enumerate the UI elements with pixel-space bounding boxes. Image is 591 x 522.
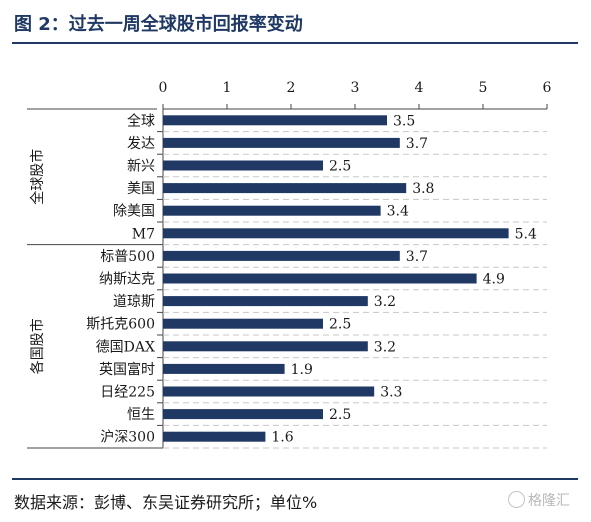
bar-6	[163, 228, 509, 239]
data-label: 1.6	[271, 430, 293, 446]
category-label: 除美国	[113, 204, 155, 220]
group-label: 全球股市	[29, 149, 46, 205]
figure-title: 图 2：过去一周全球股市回报率变动	[14, 14, 303, 35]
category-label: 道琼斯	[113, 294, 155, 310]
bar-3	[163, 160, 323, 171]
category-label: 全球	[127, 112, 155, 129]
bar-1	[163, 115, 387, 126]
title-divider	[12, 42, 578, 44]
data-label: 3.3	[380, 385, 402, 401]
x-tick-label: 3	[351, 80, 360, 96]
bar-4	[163, 183, 407, 194]
data-label: 2.5	[329, 159, 351, 175]
data-label: 3.7	[406, 249, 428, 265]
bar-10	[163, 318, 323, 329]
x-tick-label: 4	[415, 80, 424, 96]
category-label: 发达	[127, 136, 155, 152]
bar-7	[163, 250, 400, 261]
watermark: 格隆汇	[508, 490, 570, 510]
x-tick-label: 2	[287, 80, 296, 96]
category-label: 德国DAX	[96, 339, 155, 355]
data-label: 1.9	[291, 362, 313, 378]
x-tick-label: 5	[479, 80, 488, 96]
category-label: 日经225	[100, 385, 155, 401]
bar-5	[163, 205, 381, 216]
x-tick-label: 6	[543, 80, 552, 96]
category-label: 英国富时	[99, 361, 155, 378]
bar-9	[163, 296, 368, 307]
category-label: 恒生	[127, 407, 155, 423]
bar-13	[163, 386, 375, 397]
data-label: 3.7	[406, 136, 428, 152]
category-label: 沪深300	[100, 430, 155, 446]
bar-14	[163, 409, 323, 420]
watermark-logo-icon	[508, 491, 525, 508]
bar-12	[163, 363, 285, 374]
x-tick-label: 1	[223, 80, 232, 96]
category-label: 美国	[127, 181, 155, 197]
bar-11	[163, 341, 368, 352]
data-label: 5.4	[515, 226, 537, 242]
data-label: 3.2	[374, 294, 396, 310]
source-note: 数据来源：彭博、东吴证券研究所；单位%	[14, 493, 318, 512]
footer-divider	[12, 478, 578, 480]
category-label: 标普500	[100, 249, 155, 265]
bar-8	[163, 273, 477, 284]
data-label: 3.5	[393, 113, 415, 129]
category-label: 斯托克600	[86, 317, 155, 333]
watermark-text: 格隆汇	[528, 493, 570, 509]
data-label: 3.4	[387, 204, 409, 220]
category-label: 新兴	[127, 159, 155, 175]
data-label: 3.2	[374, 339, 396, 355]
x-tick-label: 0	[159, 80, 168, 96]
data-label: 2.5	[329, 317, 351, 333]
data-label: 3.8	[412, 181, 434, 197]
data-label: 4.9	[483, 272, 505, 288]
data-label: 2.5	[329, 407, 351, 423]
group-label: 各国股市	[29, 318, 46, 374]
bar-15	[163, 431, 266, 442]
bar-2	[163, 137, 400, 148]
category-label: 纳斯达克	[99, 272, 155, 288]
category-label: M7	[132, 226, 155, 242]
